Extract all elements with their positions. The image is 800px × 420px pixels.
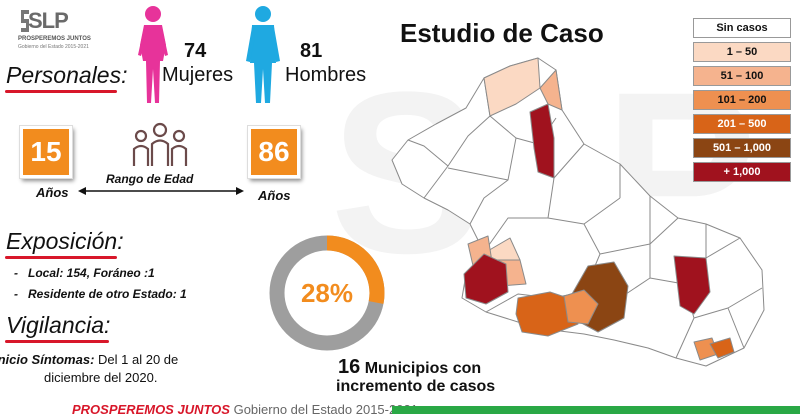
edad-min-box: 15 (19, 125, 73, 179)
exposicion-item-text: Residente de otro Estado: 1 (28, 287, 187, 301)
footer-brand: PROSPEREMOS JUNTOS (72, 402, 230, 417)
municipio-51-100 (539, 69, 563, 111)
legend-item: 1 – 50 (693, 42, 791, 62)
logo-mark-icon (21, 10, 29, 32)
municipio-mas-1000 (673, 255, 711, 315)
logo-slogan: PROSPEREMOS JUNTOS (18, 36, 91, 42)
mujeres-label: Mujeres (162, 64, 234, 86)
map-title: Estudio de Caso (400, 18, 604, 48)
legend-item: 501 – 1,000 (693, 138, 791, 158)
legend-item: + 1,000 (693, 162, 791, 182)
municipios-text-2: incremento de casos (336, 378, 496, 395)
municipios-line-1: 16 Municipios con (338, 356, 481, 379)
edad-max-box: 86 (247, 125, 301, 179)
edad-min-label: Años (36, 185, 69, 200)
edad-max-label: Años (258, 188, 291, 203)
male-figure-icon (246, 6, 280, 103)
donut-chart (269, 235, 385, 351)
donut-arc (269, 235, 385, 351)
footer-government: Gobierno del Estado 2015-2021 (233, 402, 418, 417)
vigilancia-underline (5, 340, 109, 343)
edad-min-value: 15 (30, 136, 62, 167)
logo-text: SLP (28, 8, 69, 33)
municipios-text-1: Municipios con (364, 360, 482, 377)
edad-max-value: 86 (258, 136, 290, 167)
municipalities-map (391, 57, 765, 367)
donut-label: 28% (300, 278, 354, 308)
municipio-201-500 (709, 337, 735, 359)
personales-title: Personales: (6, 62, 128, 88)
legend-item: 51 – 100 (693, 66, 791, 86)
footer-text: PROSPEREMOS JUNTOS Gobierno del Estado 2… (72, 402, 418, 417)
exposicion-item: - Local: 154, Foráneo :1 (14, 266, 155, 280)
people-group-icon (132, 122, 188, 166)
municipio-mas-1000 (463, 253, 509, 305)
exposicion-title: Exposición: (6, 228, 124, 254)
female-figure-icon (138, 6, 168, 103)
footer-green-bar (392, 406, 800, 414)
municipio-101-200 (563, 289, 599, 325)
exposicion-item: - Residente de otro Estado: 1 (14, 287, 187, 301)
inicio-sintomas-label: Inicio Síntomas: (0, 352, 95, 367)
legend-item: 201 – 500 (693, 114, 791, 134)
vigilancia-title: Vigilancia: (6, 312, 111, 338)
municipio-201-500 (515, 291, 579, 337)
double-arrow-icon (78, 187, 244, 195)
rango-edad-label: Rango de Edad (106, 172, 194, 186)
legend-item: 101 – 200 (693, 90, 791, 110)
exposicion-item-text: Local: 154, Foráneo :1 (28, 266, 155, 280)
slp-logo: SLP PROSPEREMOS JUNTOS Gobierno del Esta… (18, 6, 118, 54)
hombres-count: 81 (300, 40, 323, 62)
municipios-count: 16 (338, 356, 361, 378)
inicio-sintomas-line: Inicio Síntomas: Del 1 al 20 de (0, 352, 178, 367)
hombres-label: Hombres (285, 64, 367, 86)
mujeres-count: 74 (184, 40, 207, 62)
inicio-sintomas-text-2: diciembre del 2020. (44, 370, 158, 385)
inicio-sintomas-text: Del 1 al 20 de (98, 352, 179, 367)
exposicion-underline (5, 256, 117, 259)
map-legend: Sin casos 1 – 50 51 – 100 101 – 200 201 – 50… (693, 18, 791, 186)
personales-underline (5, 90, 117, 93)
logo-government: Gobierno del Estado 2015-2021 (18, 44, 89, 50)
legend-item: Sin casos (693, 18, 791, 38)
